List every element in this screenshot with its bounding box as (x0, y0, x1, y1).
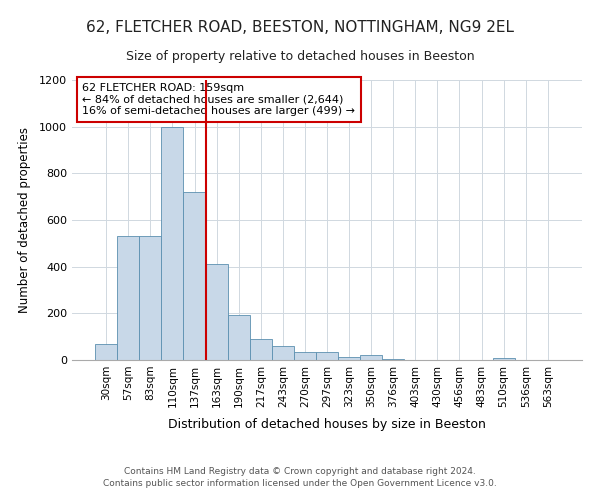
Text: 62 FLETCHER ROAD: 159sqm
← 84% of detached houses are smaller (2,644)
16% of sem: 62 FLETCHER ROAD: 159sqm ← 84% of detach… (82, 83, 355, 116)
Text: Contains public sector information licensed under the Open Government Licence v3: Contains public sector information licen… (103, 478, 497, 488)
Bar (493, 358, 515, 360)
Bar (272, 346, 294, 360)
Y-axis label: Number of detached properties: Number of detached properties (17, 127, 31, 313)
Bar (184, 192, 206, 360)
Bar (161, 126, 184, 360)
Bar (360, 356, 382, 360)
Bar (206, 264, 227, 360)
Bar (139, 236, 161, 360)
Bar (95, 344, 117, 360)
Text: Size of property relative to detached houses in Beeston: Size of property relative to detached ho… (125, 50, 475, 63)
Text: 62, FLETCHER ROAD, BEESTON, NOTTINGHAM, NG9 2EL: 62, FLETCHER ROAD, BEESTON, NOTTINGHAM, … (86, 20, 514, 35)
Bar (294, 352, 316, 360)
Bar (250, 339, 272, 360)
Text: Contains HM Land Registry data © Crown copyright and database right 2024.: Contains HM Land Registry data © Crown c… (124, 467, 476, 476)
Bar (117, 236, 139, 360)
X-axis label: Distribution of detached houses by size in Beeston: Distribution of detached houses by size … (168, 418, 486, 431)
Bar (382, 359, 404, 360)
Bar (316, 352, 338, 360)
Bar (338, 356, 360, 360)
Bar (227, 314, 250, 360)
